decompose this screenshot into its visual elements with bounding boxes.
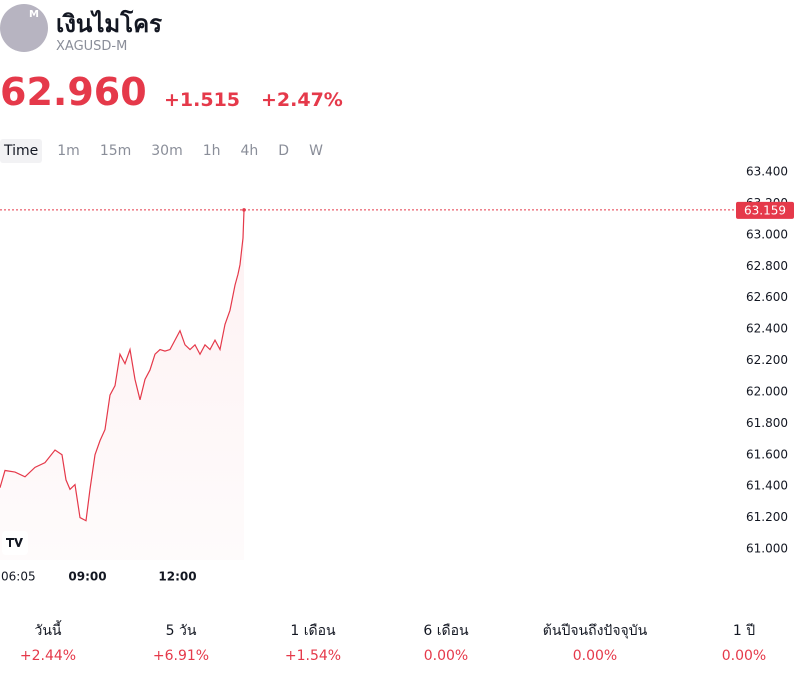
y-tick-label: 61.800	[746, 416, 788, 430]
performance-label: วันนี้	[34, 623, 62, 639]
y-tick-label: 62.200	[746, 353, 788, 367]
performance-item: 1 เดือน +1.54%	[233, 620, 393, 664]
timeframe-tab[interactable]: D	[278, 143, 290, 159]
price: 62.960	[0, 70, 147, 114]
price-change: +1.515	[164, 89, 241, 111]
y-tick-label: 61.400	[746, 479, 788, 493]
performance-value: 0.00%	[423, 648, 469, 664]
y-tick-label: 63.400	[746, 165, 788, 179]
timeframe-tab[interactable]: W	[309, 143, 323, 159]
tradingview-logo	[2, 531, 28, 555]
timeframe-tab[interactable]: 15m	[99, 143, 132, 159]
y-tick-label: 62.800	[746, 259, 788, 273]
y-tick-label: 61.200	[746, 510, 788, 524]
timeframe-tab[interactable]: 1h	[202, 143, 221, 159]
x-tick-label: 06:05	[1, 570, 36, 584]
performance-label: 5 วัน	[165, 623, 197, 639]
last-price-dot	[242, 208, 246, 212]
y-tick-label: 61.600	[746, 447, 788, 461]
performance-item: 1 ปี 0.00%	[664, 620, 800, 664]
performance-value: 0.00%	[572, 648, 618, 664]
timeframe-tab[interactable]: 30m	[151, 143, 183, 159]
y-tick-label: 62.400	[746, 322, 788, 336]
icon-badge: M	[29, 9, 39, 20]
performance-value: +6.91%	[152, 648, 210, 664]
timeframe-tab[interactable]: 4h	[240, 143, 259, 159]
symbol-title: เงินไมโคร	[56, 10, 163, 38]
performance-item: วันนี้ +2.44%	[0, 620, 128, 664]
price-line	[0, 209, 245, 522]
symbol-icon	[0, 4, 48, 52]
y-tick-label: 62.000	[746, 384, 788, 398]
performance-label: 1 ปี	[732, 623, 756, 639]
performance-label: 6 เดือน	[423, 623, 469, 639]
timeframe-tab[interactable]: Time	[0, 139, 43, 163]
performance-item: 6 เดือน 0.00%	[366, 620, 526, 664]
performance-label: ต้นปีจนถึงปัจจุบัน	[542, 623, 648, 639]
performance-value: 0.00%	[721, 648, 767, 664]
y-tick-label: 63.000	[746, 227, 788, 241]
symbol-code: XAGUSD-M	[56, 39, 128, 54]
price-change-percent: +2.47%	[261, 89, 343, 111]
performance-value: +2.44%	[19, 648, 77, 664]
x-tick-label: 12:00	[158, 570, 196, 584]
performance-value: +1.54%	[284, 648, 342, 664]
performance-item: ต้นปีจนถึงปัจจุบัน 0.00%	[515, 620, 675, 664]
timeframe-tab[interactable]: 1m	[57, 143, 80, 159]
x-tick-label: 09:00	[68, 570, 106, 584]
y-tick-label: 61.000	[746, 542, 788, 556]
last-price-tag	[736, 201, 794, 219]
performance-item: 5 วัน +6.91%	[101, 620, 261, 664]
performance-label: 1 เดือน	[290, 623, 336, 639]
area-fill	[0, 209, 245, 560]
timeframe-tabs: Time 1m 15m 30m 1h 4h D W	[0, 139, 338, 163]
y-tick-label: 62.600	[746, 290, 788, 304]
last-price-label: 63.159	[744, 203, 786, 217]
